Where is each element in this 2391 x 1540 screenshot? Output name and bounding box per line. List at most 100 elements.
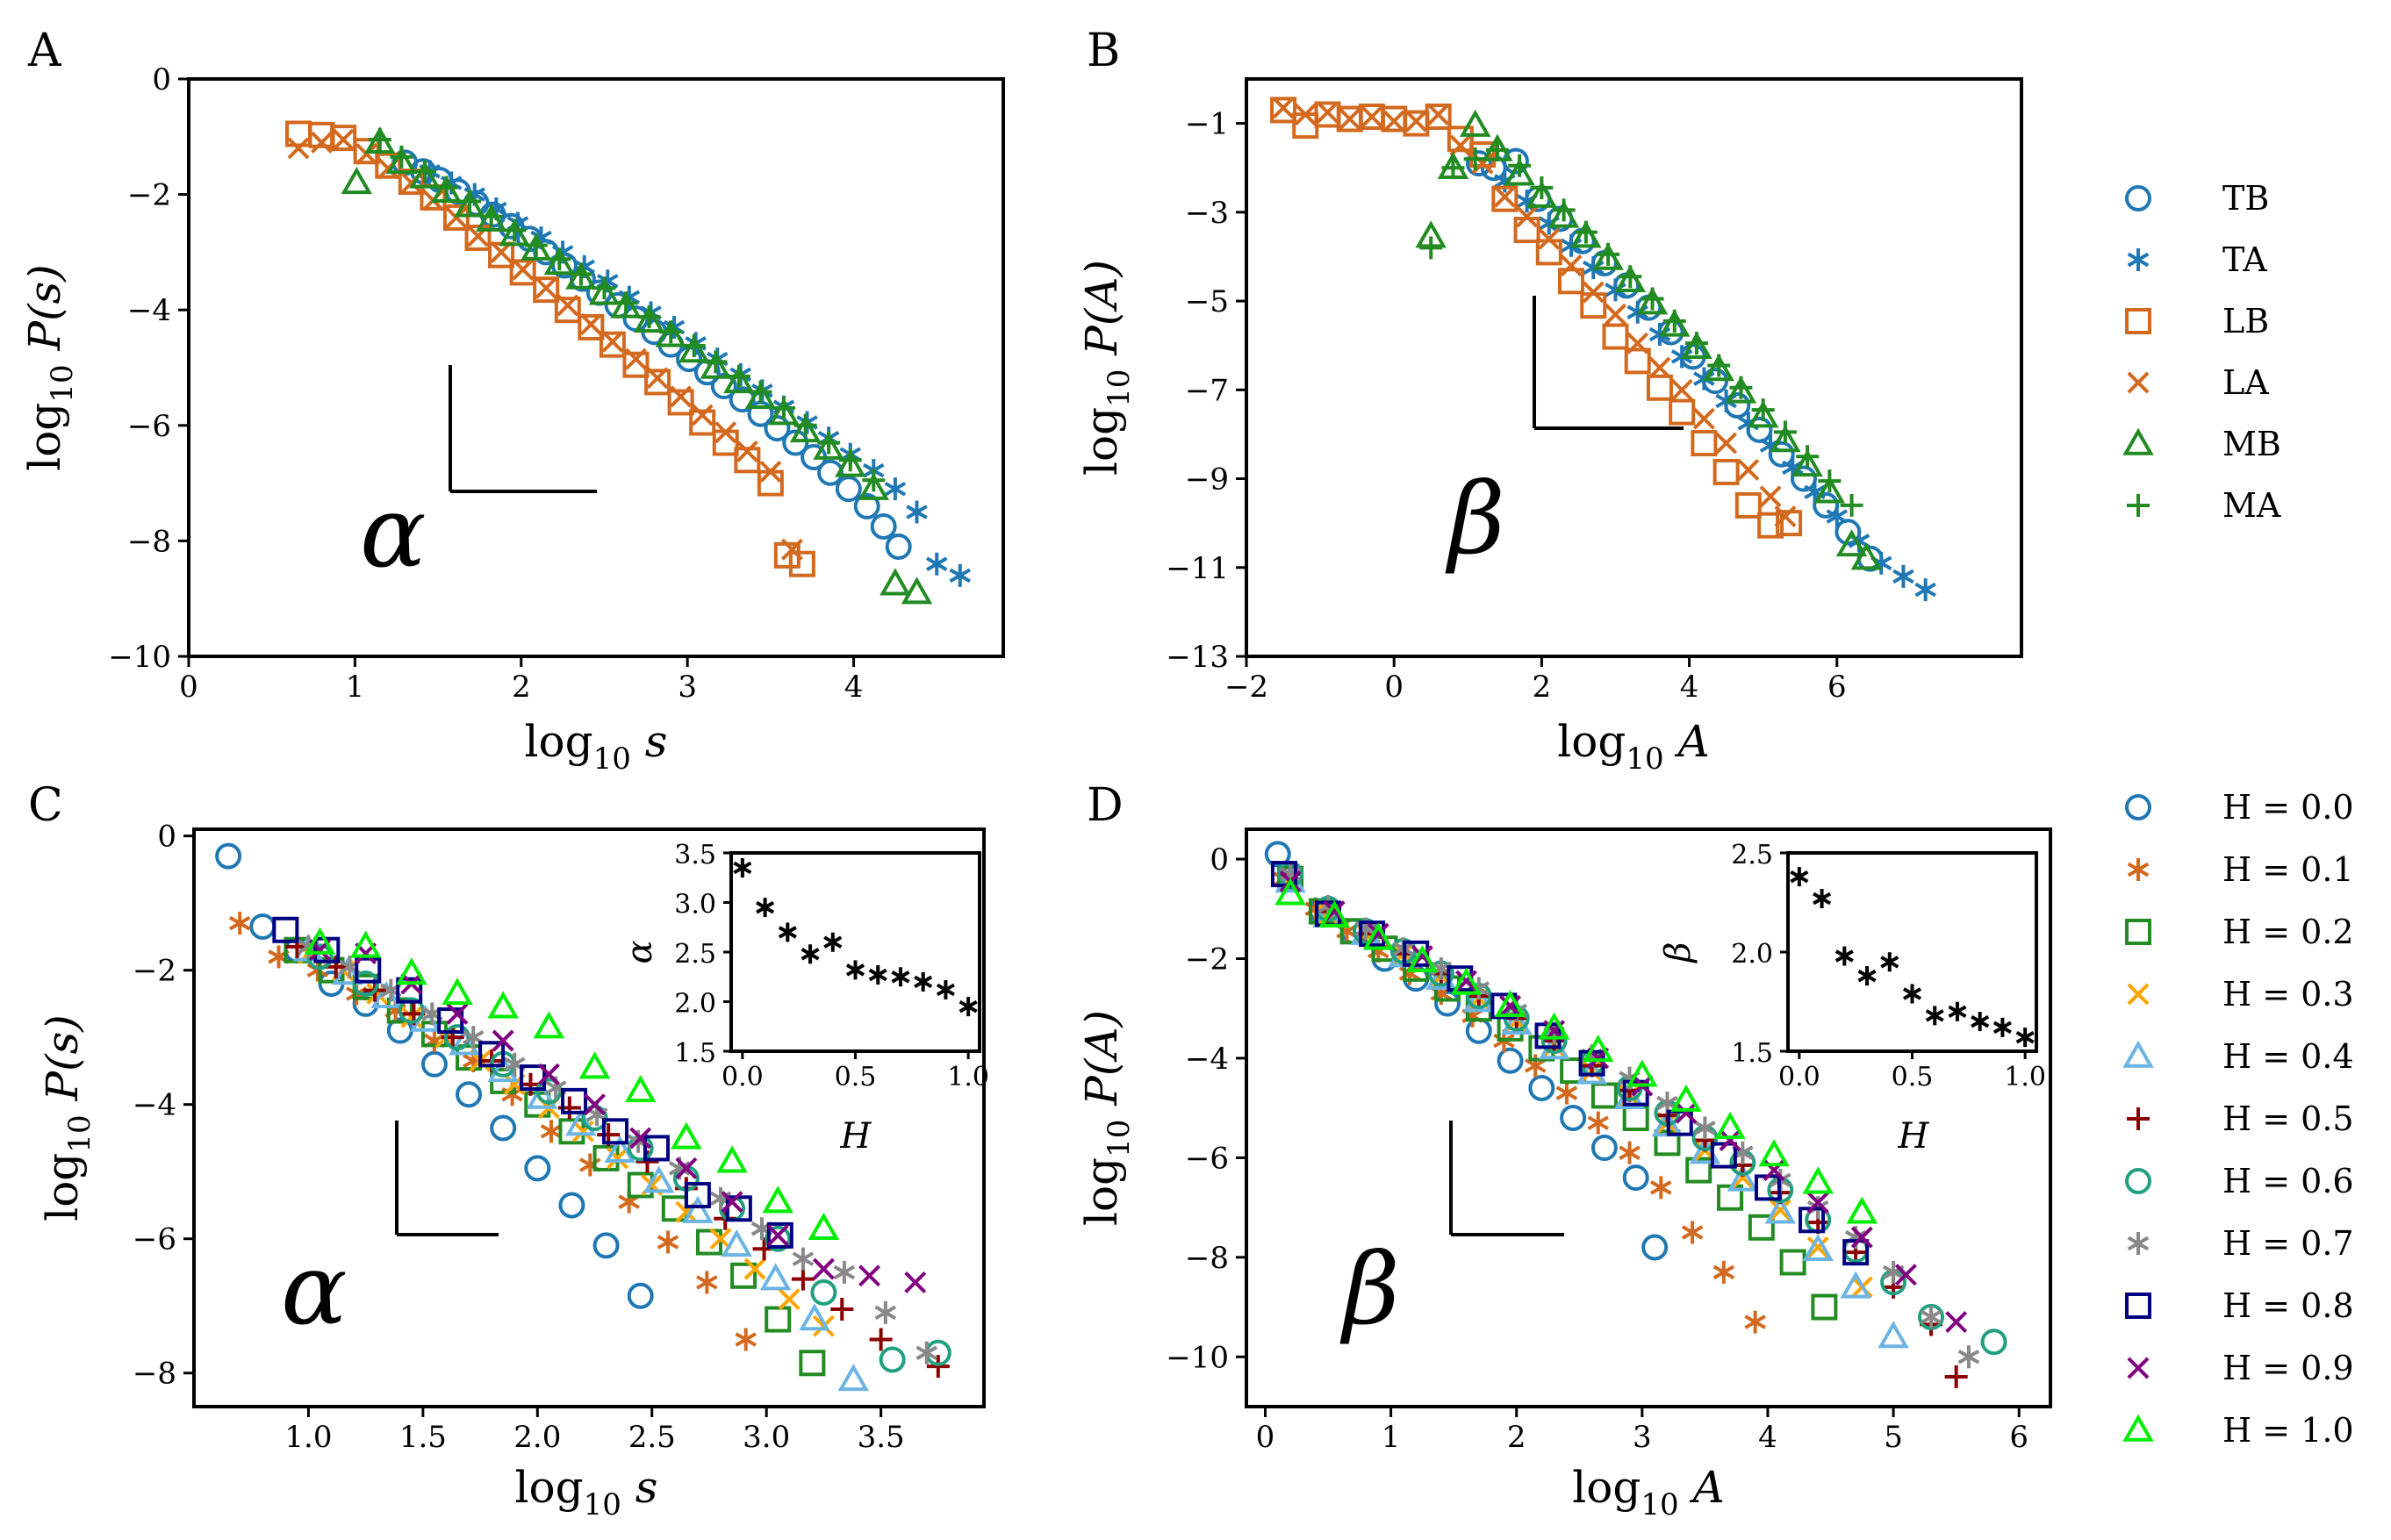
data-point — [1914, 578, 1936, 602]
data-point — [330, 125, 357, 152]
data-point — [1626, 332, 1649, 355]
y-tick-label-inset-c: 3.5 — [674, 840, 716, 870]
y-tick-label-inset-d: 2.0 — [1731, 939, 1773, 970]
series-d-h-1-0 — [1274, 877, 1878, 1224]
data-point — [464, 224, 492, 251]
legend-item: LA — [2127, 363, 2269, 402]
legend-label: H = 0.5 — [2222, 1099, 2354, 1138]
legend-bottom: H = 0.0 H = 0.1 H = 0.2 H = 0.3 H = 0.4 H = 0… — [2122, 788, 2354, 1450]
data-point — [869, 1328, 893, 1351]
legend-marker — [2122, 427, 2154, 455]
data-point — [1945, 1311, 1968, 1334]
x-tick-label-inset-c: 0.5 — [835, 1062, 877, 1092]
x-tick-label-b: 0 — [1384, 670, 1404, 705]
data-point — [1719, 1129, 1741, 1151]
data-point — [554, 297, 581, 324]
x-tick-label-c: 1.0 — [284, 1420, 332, 1455]
legend-label: LB — [2222, 302, 2269, 340]
data-point — [526, 1081, 558, 1109]
data-point — [817, 431, 841, 455]
y-tick-label-a: −2 — [127, 178, 171, 213]
data-point — [764, 415, 791, 442]
slope-guide-c — [395, 1121, 499, 1236]
axes-b: −2 0 2 4 6 −1 −3 −5 −7 −9 −11 −13 — [1166, 107, 1846, 705]
xlabel-a: log10 s — [525, 716, 668, 777]
data-point — [1850, 542, 1883, 570]
legend-marker — [2127, 1107, 2150, 1130]
data-point — [524, 233, 548, 257]
data-point — [1582, 281, 1605, 304]
data-point — [1840, 493, 1863, 517]
inset-data-point — [891, 967, 910, 987]
y-tick-label-d: −2 — [1185, 942, 1229, 977]
data-point — [1449, 134, 1472, 157]
legend-label: H = 0.4 — [2222, 1037, 2354, 1076]
inset-series-c — [733, 857, 978, 1017]
legend-marker — [2125, 919, 2151, 945]
data-point — [1583, 1035, 1614, 1063]
data-point — [1614, 264, 1647, 293]
data-point — [1592, 242, 1624, 270]
data-point — [604, 1135, 635, 1163]
data-point — [287, 137, 310, 160]
legend-label: H = 0.7 — [2222, 1224, 2354, 1263]
data-point — [1802, 1233, 1834, 1262]
data-point — [1294, 104, 1317, 125]
inset-xlabel-c: H — [840, 1116, 872, 1157]
y-tick-label-c: −2 — [133, 954, 176, 989]
data-point — [812, 1257, 835, 1280]
data-point — [1427, 104, 1450, 125]
data-point — [792, 1247, 815, 1271]
y-tick-label-b: −9 — [1185, 462, 1229, 498]
inset-data-point — [1971, 1012, 1990, 1032]
data-point — [1675, 1101, 1698, 1124]
x-tick-label-inset-d: 1.0 — [2004, 1062, 2046, 1092]
data-point — [1463, 147, 1487, 171]
data-point — [765, 1306, 792, 1333]
panel-letter-b: B — [1087, 25, 1120, 77]
y-tick-label-b: −5 — [1185, 284, 1229, 319]
data-point — [385, 147, 418, 175]
legend-marker — [2125, 308, 2151, 334]
data-point — [1382, 110, 1405, 133]
data-point — [1560, 254, 1583, 277]
data-point — [1570, 220, 1602, 248]
data-point — [768, 398, 800, 426]
inset-data-point — [1902, 984, 1922, 1004]
y-tick-label-d: −10 — [1166, 1340, 1229, 1375]
legend-marker — [2127, 1232, 2150, 1255]
data-point — [524, 1155, 551, 1182]
data-point — [1463, 985, 1495, 1013]
x-tick-label-b: 4 — [1680, 670, 1699, 705]
data-point — [601, 330, 624, 353]
data-point — [835, 449, 866, 477]
data-point — [696, 1271, 718, 1294]
data-point — [1773, 420, 1797, 444]
data-point — [1806, 1191, 1829, 1214]
data-point — [627, 1282, 654, 1309]
legend-label: LA — [2222, 363, 2269, 402]
y-tick-label-b: −3 — [1185, 196, 1229, 231]
panel-a: α log10 s log10 P(s) — [19, 77, 1005, 777]
ylabel-b: log10 P(A) — [1076, 260, 1137, 476]
data-point — [853, 492, 880, 519]
data-point — [1530, 176, 1554, 200]
data-point — [533, 276, 560, 304]
data-point — [1587, 1111, 1610, 1135]
data-point — [565, 261, 597, 290]
data-point — [456, 1081, 483, 1108]
data-point — [858, 472, 890, 500]
data-point — [332, 128, 355, 151]
data-point — [885, 533, 912, 560]
data-point — [788, 550, 815, 577]
legend-item: H = 0.2 — [2125, 913, 2354, 951]
data-point — [838, 448, 862, 472]
xlabel-c: log10 s — [515, 1462, 658, 1522]
data-point — [1813, 476, 1846, 504]
data-point — [503, 218, 527, 242]
legend-item: H = 0.5 — [2127, 1099, 2354, 1138]
data-point — [1751, 398, 1775, 422]
x-tick-label-d: 5 — [1884, 1420, 1903, 1455]
data-point — [1493, 185, 1516, 208]
data-point — [655, 319, 686, 347]
